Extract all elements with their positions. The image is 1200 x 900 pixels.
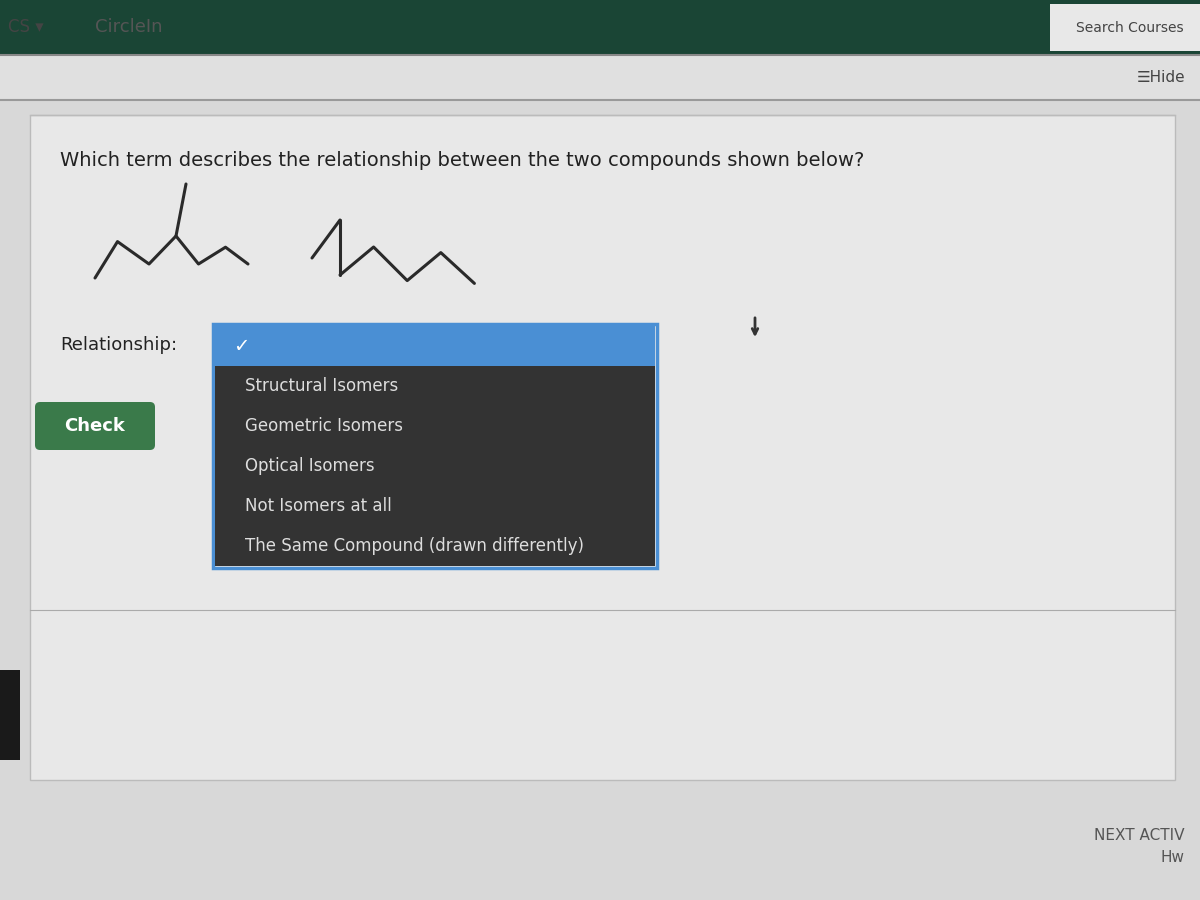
FancyBboxPatch shape: [35, 402, 155, 450]
Text: ☰Hide: ☰Hide: [1136, 70, 1186, 85]
Text: Check: Check: [65, 417, 126, 435]
Text: Geometric Isomers: Geometric Isomers: [245, 417, 403, 435]
FancyBboxPatch shape: [215, 326, 655, 366]
FancyBboxPatch shape: [30, 115, 1175, 780]
Text: Search Courses: Search Courses: [1076, 21, 1184, 34]
FancyBboxPatch shape: [0, 670, 20, 760]
Text: Structural Isomers: Structural Isomers: [245, 377, 398, 395]
FancyBboxPatch shape: [1050, 4, 1200, 51]
Text: NEXT ACTIV: NEXT ACTIV: [1094, 827, 1186, 842]
Text: The Same Compound (drawn differently): The Same Compound (drawn differently): [245, 537, 584, 555]
Text: CS ▾: CS ▾: [8, 19, 43, 37]
Text: Not Isomers at all: Not Isomers at all: [245, 497, 391, 515]
Text: Relationship:: Relationship:: [60, 336, 178, 354]
Text: Optical Isomers: Optical Isomers: [245, 457, 374, 475]
Text: Hw: Hw: [1162, 850, 1186, 866]
FancyBboxPatch shape: [0, 55, 1200, 100]
FancyBboxPatch shape: [0, 0, 1200, 55]
Text: ✓: ✓: [233, 337, 250, 356]
Text: CircleIn: CircleIn: [95, 19, 162, 37]
Text: Which term describes the relationship between the two compounds shown below?: Which term describes the relationship be…: [60, 150, 864, 169]
FancyBboxPatch shape: [215, 326, 655, 566]
